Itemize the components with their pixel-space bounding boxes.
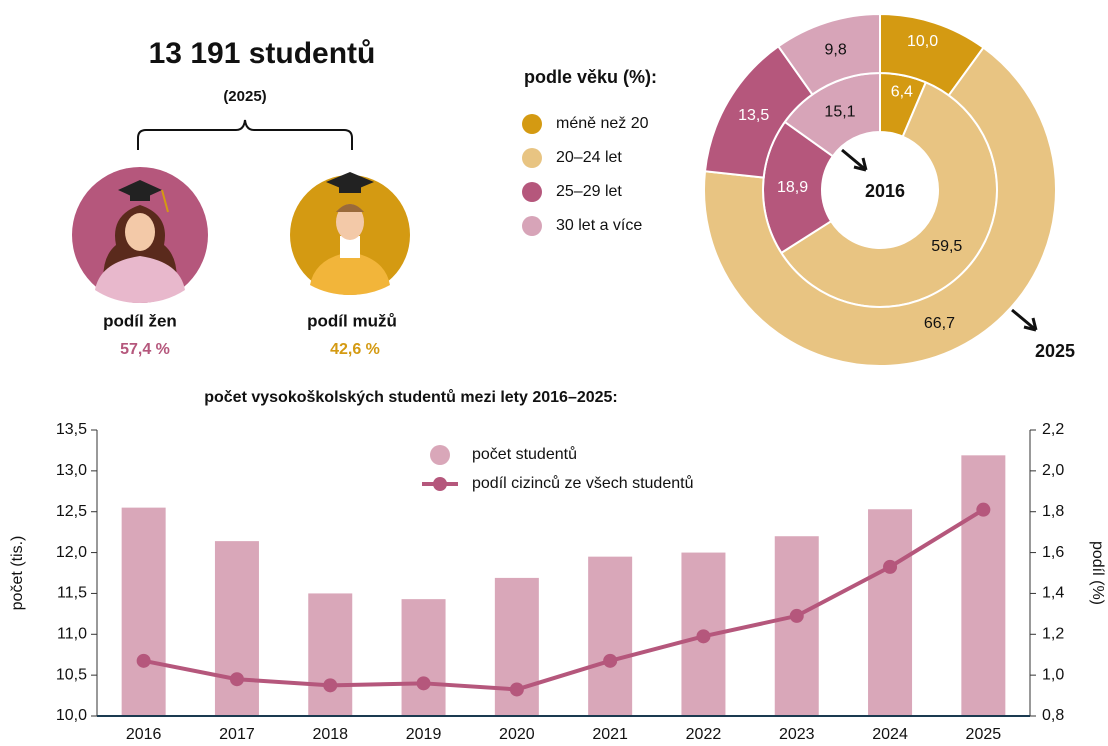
line-point — [883, 560, 897, 574]
y-tick-label: 12,0 — [56, 544, 87, 561]
men-label: podíl mužů — [307, 311, 397, 330]
legend-swatch — [433, 477, 447, 491]
x-tick-label: 2019 — [406, 726, 442, 743]
line — [144, 510, 984, 690]
woman-avatar — [72, 167, 208, 303]
x-tick-label: 2024 — [872, 726, 908, 743]
legend-swatch — [522, 216, 542, 236]
bar — [122, 508, 166, 716]
y-tick-label: 13,0 — [56, 462, 87, 479]
y2-axis-label: podíl (%) — [1089, 541, 1106, 605]
x-tick-label: 2021 — [592, 726, 628, 743]
y2-tick-label: 1,6 — [1042, 544, 1064, 561]
x-tick-label: 2018 — [312, 726, 348, 743]
legend-swatch — [522, 114, 542, 134]
men-value: 42,6 % — [330, 341, 380, 358]
legend-label: 25–29 let — [556, 183, 622, 200]
value-label: 10,0 — [907, 33, 938, 50]
y-tick-label: 12,5 — [56, 503, 87, 520]
value-label: 6,4 — [891, 84, 913, 101]
man-avatar — [290, 172, 410, 295]
ring-label: 2016 — [865, 181, 905, 201]
x-tick-label: 2025 — [966, 726, 1002, 743]
bar — [402, 599, 446, 716]
line-point — [976, 503, 990, 517]
women-value: 57,4 % — [120, 341, 170, 358]
legend-label: méně než 20 — [556, 115, 649, 132]
bar — [775, 536, 819, 716]
y2-tick-label: 1,4 — [1042, 585, 1064, 602]
legend-label: podíl cizinců ze všech studentů — [472, 474, 693, 492]
y-tick-label: 11,0 — [57, 626, 87, 643]
arrow-2016 — [842, 150, 866, 170]
value-label: 9,8 — [824, 42, 846, 59]
line-point — [603, 654, 617, 668]
bar — [961, 455, 1005, 716]
combo-title: počet vysokoškolských studentů mezi lety… — [204, 389, 618, 406]
legend-label: 30 let a více — [556, 217, 642, 234]
x-tick-label: 2017 — [219, 726, 255, 743]
value-label: 13,5 — [738, 107, 769, 124]
page: 13 191 studentů (2025) podíl žen 57,4 % … — [0, 0, 1108, 746]
y-tick-label: 11,5 — [57, 585, 87, 602]
legend-label: počet studentů — [472, 445, 577, 463]
line-point — [510, 682, 524, 696]
y2-tick-label: 1,8 — [1042, 503, 1064, 520]
y2-tick-label: 2,0 — [1042, 462, 1064, 479]
women-label: podíl žen — [103, 311, 177, 330]
line-point — [230, 672, 244, 686]
x-tick-label: 2023 — [779, 726, 815, 743]
legend-swatch — [522, 182, 542, 202]
legend-swatch — [522, 148, 542, 168]
y2-tick-label: 2,2 — [1042, 421, 1064, 438]
brace — [138, 120, 352, 150]
y2-tick-label: 1,0 — [1042, 666, 1064, 683]
legend-label: 20–24 let — [556, 149, 622, 166]
y-tick-label: 10,5 — [56, 666, 87, 683]
x-tick-label: 2022 — [686, 726, 722, 743]
y-tick-label: 13,5 — [56, 421, 87, 438]
line-point — [696, 629, 710, 643]
line-point — [790, 609, 804, 623]
donut-title: podle věku (%): — [524, 67, 657, 87]
bar — [215, 541, 259, 716]
legend-swatch — [430, 445, 450, 465]
headline: 13 191 studentů — [149, 37, 376, 70]
bar — [588, 557, 632, 716]
y2-tick-label: 1,2 — [1042, 626, 1064, 643]
x-tick-label: 2016 — [126, 726, 162, 743]
x-tick-label: 2020 — [499, 726, 535, 743]
value-label: 59,5 — [931, 238, 962, 255]
value-label: 66,7 — [924, 315, 955, 332]
y-tick-label: 10,0 — [56, 707, 87, 724]
year: (2025) — [223, 88, 266, 105]
ring-label: 2025 — [1035, 341, 1075, 361]
line-point — [323, 678, 337, 692]
line-point — [417, 676, 431, 690]
y2-tick-label: 0,8 — [1042, 707, 1064, 724]
y-axis-label: počet (tis.) — [9, 536, 26, 611]
line-point — [137, 654, 151, 668]
bar — [868, 509, 912, 716]
bar — [308, 593, 352, 716]
infographic: 13 191 studentů (2025) podíl žen 57,4 % … — [0, 0, 1108, 746]
value-label: 15,1 — [824, 103, 855, 120]
arrow-2025 — [1012, 310, 1036, 330]
value-label: 18,9 — [777, 179, 808, 196]
